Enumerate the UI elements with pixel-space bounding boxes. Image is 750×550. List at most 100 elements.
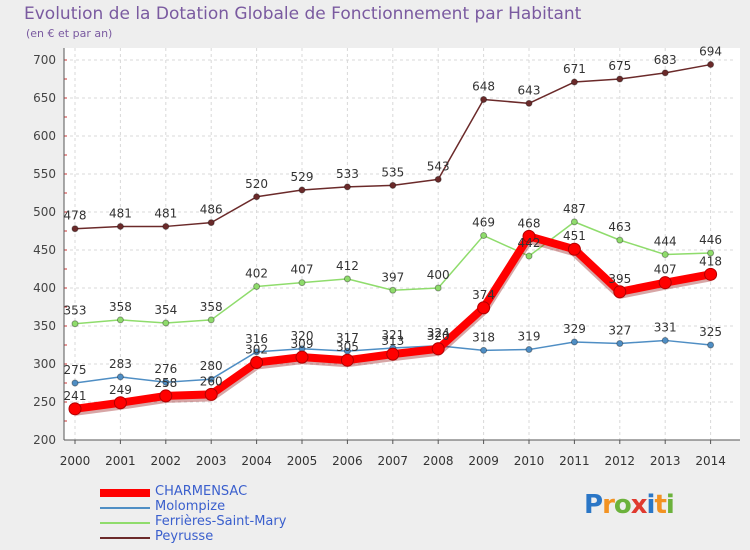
data-label: 318: [472, 330, 495, 344]
data-point: [570, 78, 578, 86]
data-point: [343, 275, 351, 283]
data-point: [477, 301, 491, 315]
legend-swatch: [100, 522, 150, 524]
data-label: 275: [64, 363, 87, 377]
x-tick-label: 2010: [514, 454, 545, 468]
data-label: 469: [472, 216, 495, 230]
data-label: 535: [381, 165, 404, 179]
legend-swatch: [100, 489, 150, 497]
logo-letter: P: [584, 490, 603, 520]
data-point: [386, 347, 400, 361]
data-label: 412: [336, 259, 359, 273]
x-tick-label: 2008: [423, 454, 454, 468]
logo-letter: o: [613, 490, 632, 520]
y-tick-label: 400: [33, 281, 56, 295]
data-point: [658, 276, 672, 290]
data-label: 481: [154, 206, 177, 220]
data-point: [113, 396, 127, 410]
data-point: [207, 219, 215, 227]
data-label: 329: [563, 322, 586, 336]
x-tick-label: 2006: [332, 454, 363, 468]
y-tick-label: 350: [33, 319, 56, 333]
data-label: 309: [291, 337, 314, 351]
data-label: 675: [608, 59, 631, 73]
data-label: 533: [336, 167, 359, 181]
x-tick-label: 2007: [378, 454, 409, 468]
data-point: [707, 249, 715, 257]
data-label: 468: [518, 216, 541, 230]
chart-title: Evolution de la Dotation Globale de Fonc…: [24, 4, 582, 24]
data-label: 358: [109, 300, 132, 314]
data-point: [434, 284, 442, 292]
x-tick-label: 2013: [650, 454, 681, 468]
data-label: 446: [699, 233, 722, 247]
data-label: 305: [336, 340, 359, 354]
data-label: 321: [381, 328, 404, 342]
data-label: 317: [336, 331, 359, 345]
data-point: [570, 218, 578, 226]
data-point: [522, 229, 536, 243]
data-label: 319: [518, 330, 541, 344]
data-label: 442: [518, 236, 541, 250]
y-tick-label: 450: [33, 243, 56, 257]
plot-area: [64, 48, 740, 440]
data-point: [389, 286, 397, 294]
data-point: [567, 242, 581, 256]
data-point: [207, 375, 215, 383]
logo-letter: x: [630, 490, 648, 520]
data-point: [253, 348, 261, 356]
data-label: 241: [64, 389, 87, 403]
data-point: [707, 61, 715, 69]
data-point: [253, 193, 261, 201]
y-tick-label: 300: [33, 357, 56, 371]
data-label: 395: [608, 272, 631, 286]
data-label: 354: [154, 303, 177, 317]
data-point: [480, 96, 488, 104]
logo-letter: r: [602, 490, 615, 520]
data-label: 520: [245, 177, 268, 191]
data-label: 397: [381, 270, 404, 284]
data-label: 407: [654, 263, 677, 277]
data-point: [162, 378, 170, 386]
data-point: [480, 346, 488, 354]
data-label: 451: [563, 229, 586, 243]
data-label: 358: [200, 300, 223, 314]
data-point: [295, 350, 309, 364]
data-point: [613, 285, 627, 299]
data-point: [250, 355, 264, 369]
data-label: 694: [699, 45, 722, 59]
data-label: 529: [291, 170, 314, 184]
data-point: [616, 236, 624, 244]
data-point: [431, 342, 445, 356]
data-label: 478: [64, 209, 87, 223]
data-label: 313: [381, 334, 404, 348]
data-label: 643: [518, 83, 541, 97]
data-label: 418: [699, 254, 722, 268]
data-point: [480, 232, 488, 240]
data-label: 648: [472, 80, 495, 94]
data-label: 486: [200, 203, 223, 217]
data-label: 543: [427, 159, 450, 173]
data-label: 320: [291, 329, 314, 343]
data-label: 325: [699, 325, 722, 339]
legend-label: Peyrusse: [155, 529, 214, 544]
logo-letter: i: [646, 490, 656, 520]
y-tick-label: 550: [33, 167, 56, 181]
x-tick-label: 2011: [559, 454, 590, 468]
logo-letter: i: [665, 490, 675, 520]
data-point: [525, 252, 533, 260]
y-tick-label: 200: [33, 433, 56, 447]
data-point: [71, 320, 79, 328]
legend-label: CHARMENSAC: [155, 484, 248, 499]
data-point: [434, 175, 442, 183]
data-label: 463: [608, 220, 631, 234]
data-point: [207, 316, 215, 324]
data-point: [525, 346, 533, 354]
legend-swatch: [100, 537, 150, 539]
data-point: [298, 279, 306, 287]
x-tick-label: 2004: [241, 454, 272, 468]
data-label: 276: [154, 362, 177, 376]
x-tick-label: 2012: [605, 454, 636, 468]
